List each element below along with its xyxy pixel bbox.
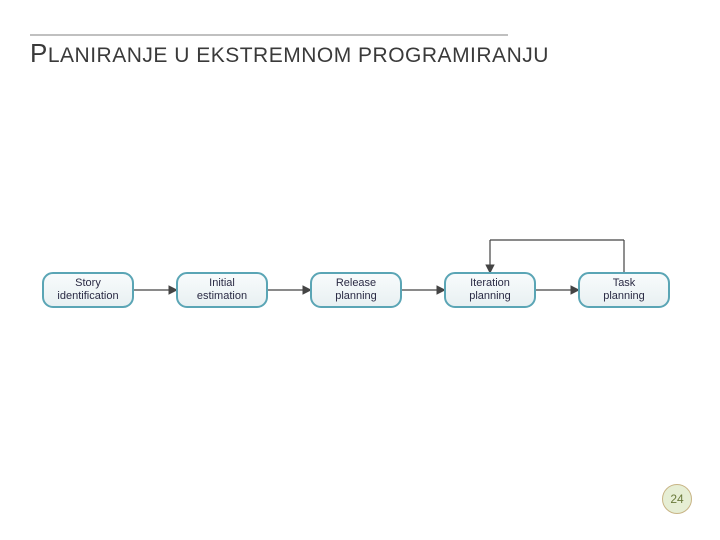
flow-node-n1: Storyidentification [42, 272, 134, 308]
title-wrap: PLANIRANJE U EKSTREMNOM PROGRAMIRANJU [30, 38, 549, 69]
page-number-badge: 24 [662, 484, 692, 514]
flow-node-n2: Initialestimation [176, 272, 268, 308]
flow-node-n3: Releaseplanning [310, 272, 402, 308]
flow-node-n5: Taskplanning [578, 272, 670, 308]
page-number: 24 [670, 492, 683, 506]
title-underline [30, 34, 508, 36]
slide-title: PLANIRANJE U EKSTREMNOM PROGRAMIRANJU [30, 44, 549, 67]
diagram-svg [0, 0, 720, 540]
flow-node-n4: Iterationplanning [444, 272, 536, 308]
slide: PLANIRANJE U EKSTREMNOM PROGRAMIRANJU St… [0, 0, 720, 540]
